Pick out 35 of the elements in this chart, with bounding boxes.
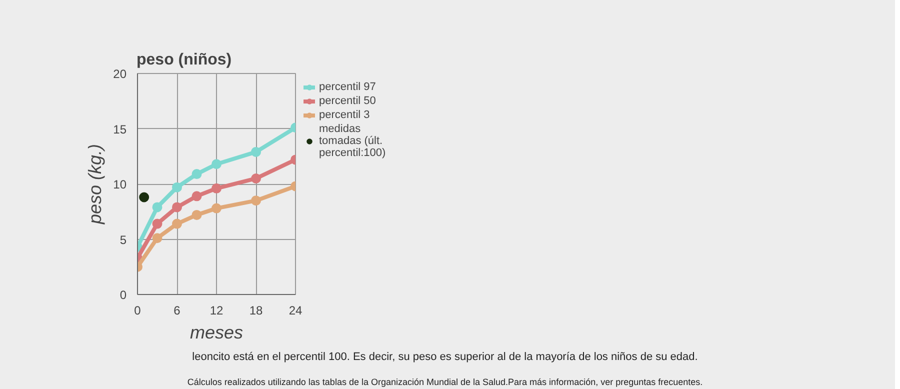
y-tick-label: 20	[113, 67, 127, 81]
point	[172, 182, 182, 192]
legend-label: percentil 97	[319, 81, 377, 93]
point	[172, 202, 182, 212]
legend-label: percentil 3	[319, 109, 371, 121]
point	[251, 196, 261, 206]
x-tick-label: 12	[210, 304, 224, 318]
point	[152, 218, 162, 229]
legend-label: percentil 50	[319, 95, 377, 107]
x-tick-label: 6	[174, 304, 181, 318]
point	[212, 203, 222, 214]
y-tick-label: 5	[120, 232, 127, 247]
text: Cálculos realizados utilizando las tablas de la Organización Mundial de la Salud.Para más información, ver preguntas frecuentes.	[187, 376, 703, 389]
point	[212, 159, 222, 170]
point	[152, 233, 162, 244]
point	[212, 183, 222, 194]
x-axis-title: meses	[190, 322, 244, 342]
point	[251, 146, 261, 157]
point	[192, 210, 202, 220]
chart-title: peso (niños)	[136, 52, 232, 68]
x-tick-label: 18	[249, 304, 263, 318]
point	[172, 218, 182, 229]
x-tick-label: 24	[288, 304, 302, 318]
y-tick-label: 0	[120, 288, 127, 302]
y-tick-label: 15	[113, 122, 127, 136]
x-tick-label: 0	[134, 304, 142, 318]
text: leoncito está en el percentil 100. Es decir, su peso es superior al de la mayoría de los niños de su edad.	[192, 350, 698, 365]
point	[192, 191, 202, 202]
point	[139, 192, 150, 202]
point	[192, 169, 202, 180]
y-tick-label: 10	[113, 178, 127, 192]
point	[251, 173, 261, 184]
y-axis-title: peso (kg.)	[85, 144, 106, 226]
point	[152, 202, 162, 212]
legend-label: medidas tomadas (últ. percentil:100)	[319, 123, 387, 159]
